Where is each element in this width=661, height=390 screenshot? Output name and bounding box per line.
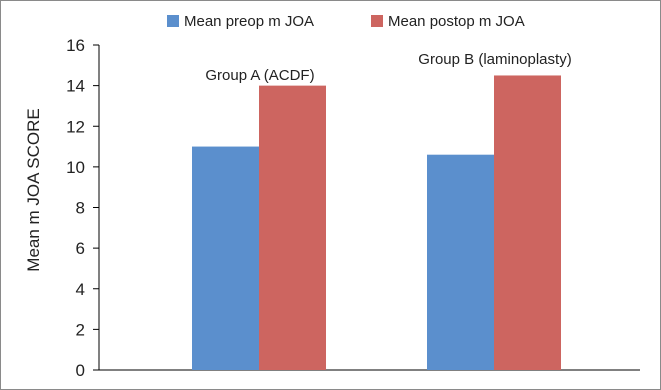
bar-preop-group-b [427,154,494,370]
category-annotations: Group A (ACDF) Group B (laminoplasty) [205,51,571,84]
bar-preop-group-a [192,146,259,370]
legend-swatch-preop [167,15,179,27]
y-tick-label: 16 [66,36,85,55]
bar-postop-group-a [259,85,326,370]
bar-postop-group-b [494,75,561,370]
legend: Mean preop m JOA Mean postop m JOA [167,13,525,30]
y-ticks: 0 2 4 6 8 10 12 14 16 [66,36,99,380]
y-tick-label: 10 [66,158,85,177]
y-tick-label: 4 [76,280,85,299]
y-tick-label: 14 [66,77,85,96]
y-axis-label: Mean m JOA SCORE [24,108,43,271]
y-tick-label: 2 [76,320,85,339]
legend-label-preop: Mean preop m JOA [184,13,314,30]
y-tick-label: 6 [76,239,85,258]
legend-label-postop: Mean postop m JOA [388,13,525,30]
category-label-group-b: Group B (laminoplasty) [418,51,571,68]
category-label-group-a: Group A (ACDF) [205,67,314,84]
y-tick-label: 0 [76,361,85,380]
y-tick-label: 12 [66,117,85,136]
bars [192,75,561,370]
y-tick-label: 8 [76,199,85,218]
legend-swatch-postop [371,15,383,27]
